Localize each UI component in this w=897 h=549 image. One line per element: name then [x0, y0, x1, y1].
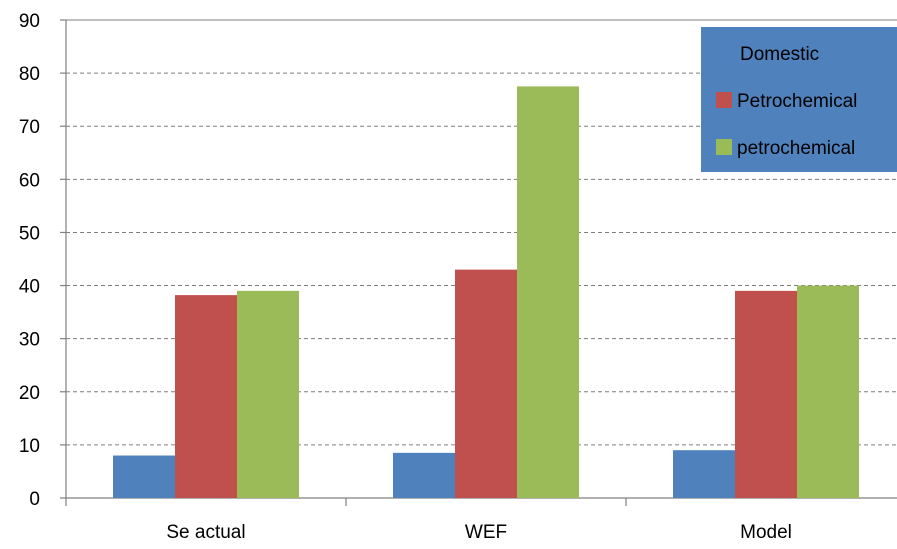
y-tick-label: 40: [19, 277, 40, 298]
bar-domestic-model: [673, 450, 735, 498]
y-tick-label: 20: [19, 383, 40, 404]
y-tick-label: 60: [19, 170, 40, 191]
y-tick-label: 80: [19, 64, 40, 85]
legend-swatch-domestic: [716, 45, 732, 61]
y-tick-label: 30: [19, 330, 40, 351]
legend-box: [701, 27, 897, 172]
bar-petrochemical-se-actual: [175, 295, 237, 498]
x-tick-label: Model: [740, 522, 792, 543]
legend: Domestic Petrochemical petrochemical: [701, 27, 897, 172]
bar-domestic-wef: [393, 452, 455, 498]
bar-petrochemical-model: [797, 285, 859, 498]
y-tick-label: 50: [19, 223, 40, 244]
y-tick-label: 0: [29, 489, 40, 510]
legend-label: Domestic: [740, 44, 819, 65]
legend-swatch-petrochemical: [716, 139, 732, 155]
x-tick-label: WEF: [465, 522, 507, 543]
y-axis-ticks: 0 10 20 30 40 50 60 70 80 90: [19, 11, 66, 510]
y-tick-label: 90: [19, 11, 40, 32]
x-tick-label: Se actual: [166, 522, 245, 543]
bar-petrochemical-model: [735, 290, 797, 498]
y-tick-label: 10: [19, 436, 40, 457]
bars: [113, 86, 859, 498]
bar-petrochemical-wef: [517, 86, 579, 498]
legend-swatch-petrochemical: [716, 92, 732, 108]
bar-petrochemical-se-actual: [237, 290, 299, 498]
legend-label: Petrochemical: [737, 91, 857, 112]
x-axis-ticks: Se actual WEF Model: [65, 498, 792, 543]
bar-domestic-se-actual: [113, 455, 175, 498]
y-tick-label: 70: [19, 117, 40, 138]
bar-petrochemical-wef: [455, 269, 517, 498]
legend-label: petrochemical: [737, 138, 855, 159]
